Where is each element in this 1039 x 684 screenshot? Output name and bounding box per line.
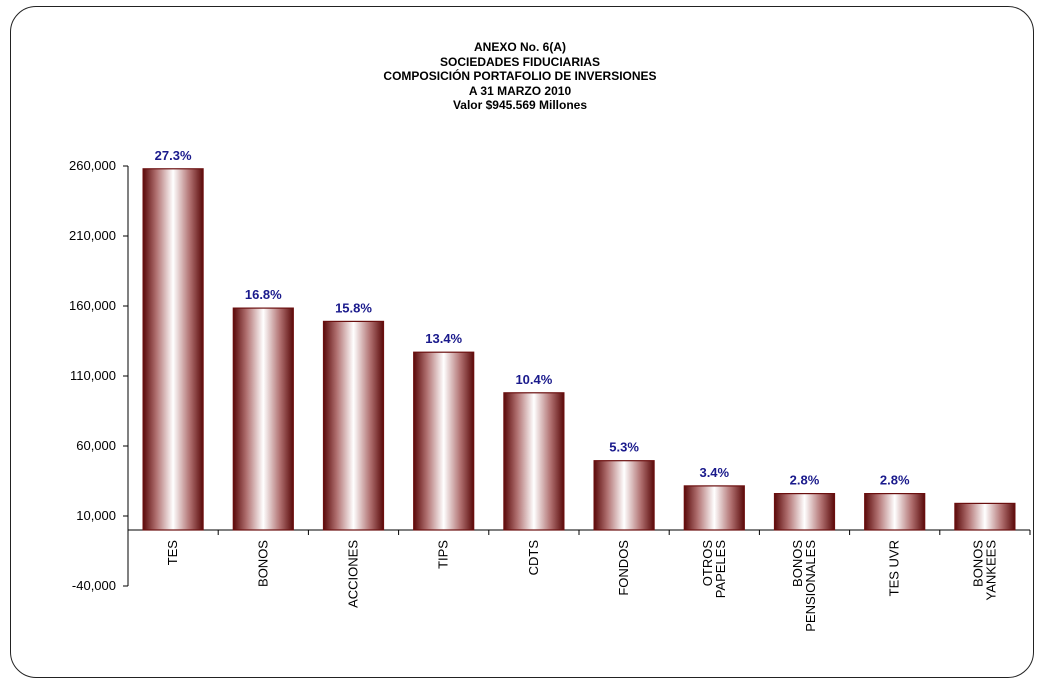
bar	[232, 307, 294, 531]
title-line-5: Valor $945.569 Millones	[452, 98, 588, 112]
y-tick-label: 10,000	[76, 508, 116, 523]
data-label: 3.4%	[699, 465, 729, 480]
y-tick-label: -40,000	[72, 578, 116, 593]
data-label: 10.4%	[515, 372, 552, 387]
data-label: 13.4%	[425, 331, 462, 346]
category-label: BONOS	[970, 540, 985, 587]
category-label: ACCIONES	[346, 540, 361, 608]
data-label: 15.8%	[335, 300, 372, 315]
chart-title: ANEXO No. 6(A) SOCIEDADES FIDUCIARIAS CO…	[300, 40, 740, 113]
data-label: 5.3%	[609, 440, 639, 455]
category-label: FONDOS	[616, 540, 631, 596]
bar	[503, 392, 565, 531]
category-label: TES	[165, 540, 180, 566]
data-label: 16.8%	[245, 287, 282, 302]
y-tick-label: 210,000	[69, 228, 116, 243]
bar	[593, 460, 655, 531]
category-label: CDTS	[526, 540, 541, 576]
bar	[773, 493, 836, 531]
title-line-4: A 31 MARZO 2010	[468, 83, 572, 98]
data-label: 2.8%	[790, 473, 820, 488]
title-line-1: ANEXO No. 6(A)	[473, 40, 566, 54]
category-label: PENSIONALES	[803, 540, 818, 632]
bar	[954, 502, 1016, 531]
data-label: 27.3%	[155, 148, 192, 163]
title-line-3: COMPOSICIÓN PORTAFOLIO DE INVERSIONES	[383, 69, 657, 83]
title-line-2: SOCIEDADES FIDUCIARIAS	[439, 54, 600, 69]
bar	[142, 168, 204, 531]
y-tick-label: 60,000	[76, 438, 116, 453]
category-label: OTROS	[700, 540, 715, 587]
category-label: PAPELES	[713, 540, 728, 599]
bar	[864, 493, 926, 531]
bar	[413, 351, 475, 531]
category-label: TES UVR	[887, 540, 902, 596]
labels: 27.3% TES 16.8% BONOS 15.8% ACCIONES 13.4% TIPS…	[155, 148, 999, 632]
category-label: BONOS	[255, 540, 270, 587]
bar	[322, 320, 385, 531]
bar	[683, 485, 745, 531]
data-label: 2.8%	[880, 473, 910, 488]
axes: 260,000 210,000 160,000 110,000 60,000 10,000…	[69, 158, 1031, 593]
bars	[142, 168, 1016, 531]
category-label: TIPS	[436, 540, 451, 569]
category-label: YANKEES	[983, 540, 998, 601]
category-label: BONOS	[790, 540, 805, 587]
y-tick-label: 260,000	[69, 158, 116, 173]
y-tick-label: 160,000	[69, 298, 116, 313]
y-tick-label: 110,000	[70, 368, 116, 383]
chart-frame	[10, 6, 1034, 678]
